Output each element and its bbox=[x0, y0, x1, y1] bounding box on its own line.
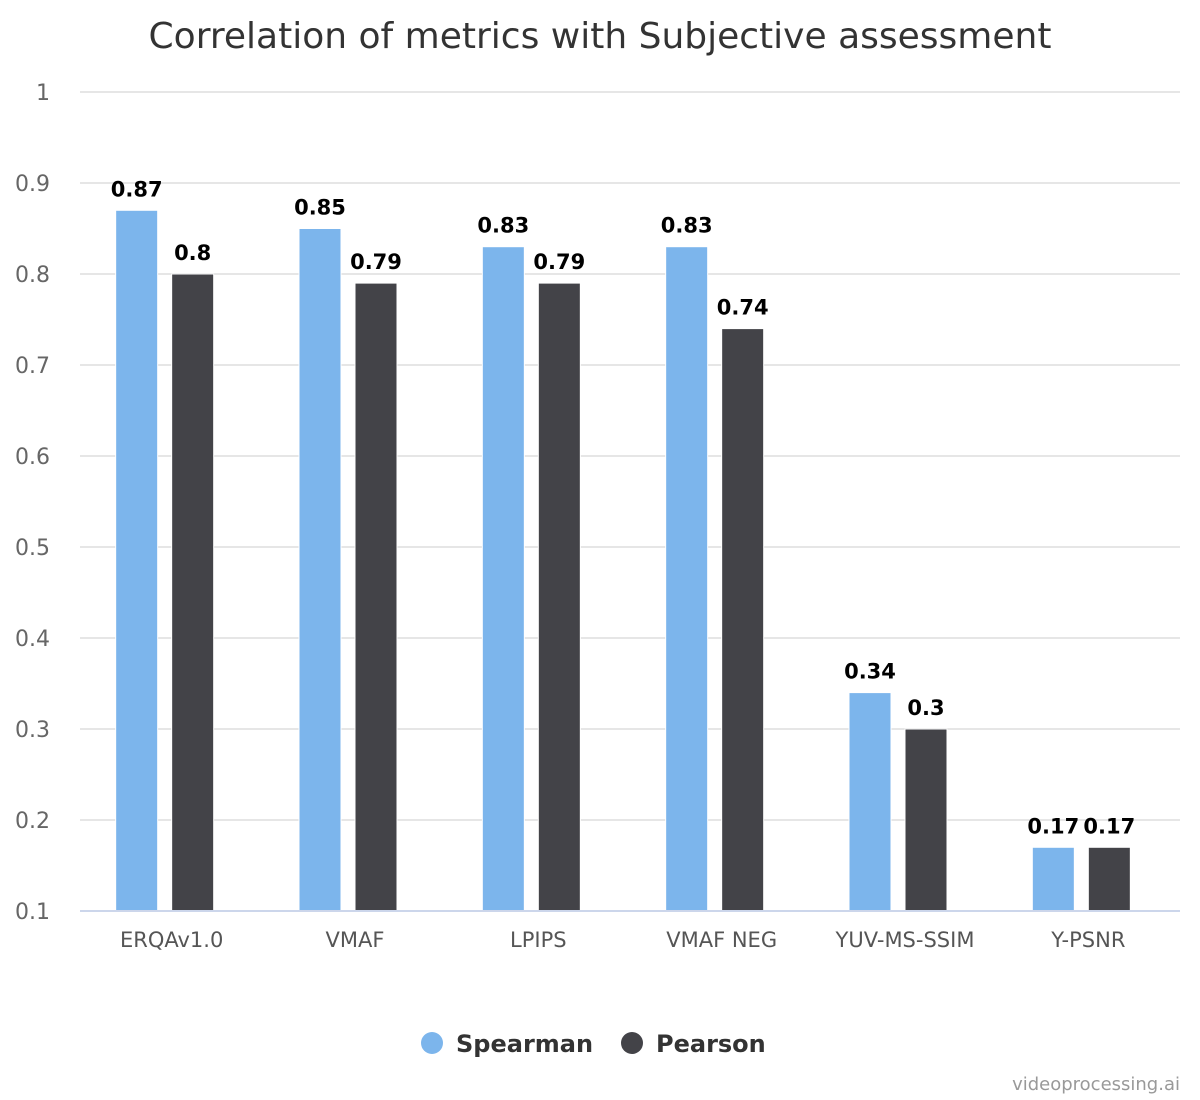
data-label-spearman-2: 0.83 bbox=[477, 214, 529, 238]
y-tick-label: 0.2 bbox=[15, 809, 50, 834]
y-tick-label: 1 bbox=[36, 81, 50, 106]
data-label-pearson-3: 0.74 bbox=[717, 296, 769, 320]
credits-link[interactable]: videoprocessing.ai bbox=[1012, 1074, 1180, 1095]
bar-pearson-4[interactable] bbox=[904, 728, 948, 912]
x-tick-label: LPIPS bbox=[510, 928, 567, 952]
data-label-pearson-1: 0.79 bbox=[350, 250, 402, 274]
bar-spearman-5[interactable] bbox=[1031, 846, 1075, 912]
y-tick-label: 0.9 bbox=[15, 172, 50, 197]
data-label-spearman-5: 0.17 bbox=[1027, 814, 1079, 838]
bar-spearman-2[interactable] bbox=[481, 246, 525, 912]
legend[interactable]: Spearman Pearson bbox=[421, 1030, 766, 1058]
data-label-pearson-5: 0.17 bbox=[1083, 814, 1135, 838]
bar-pearson-5[interactable] bbox=[1087, 846, 1131, 912]
data-label-spearman-0: 0.87 bbox=[111, 177, 163, 201]
bar-pearson-2[interactable] bbox=[537, 282, 581, 912]
y-tick-label: 0.5 bbox=[15, 536, 50, 561]
bar-pearson-1[interactable] bbox=[354, 282, 398, 912]
y-tick-label: 0.6 bbox=[15, 445, 50, 470]
chart-title: Correlation of metrics with Subjective a… bbox=[149, 16, 1052, 57]
grid-lines bbox=[80, 91, 1180, 821]
data-labels: 0.870.80.850.790.830.790.830.740.340.30.… bbox=[111, 177, 1135, 838]
legend-marker bbox=[621, 1032, 643, 1054]
y-tick-label: 0.7 bbox=[15, 354, 50, 379]
y-tick-label: 0.4 bbox=[15, 627, 50, 652]
legend-label: Pearson bbox=[656, 1030, 766, 1058]
x-tick-label: VMAF NEG bbox=[666, 928, 777, 952]
bar-spearman-1[interactable] bbox=[298, 228, 342, 912]
x-tick-label: Y-PSNR bbox=[1050, 928, 1125, 952]
data-label-pearson-0: 0.8 bbox=[174, 241, 211, 265]
bar-pearson-0[interactable] bbox=[171, 273, 215, 912]
data-label-spearman-1: 0.85 bbox=[294, 196, 346, 220]
y-tick-label: 0.1 bbox=[15, 900, 50, 925]
bar-spearman-3[interactable] bbox=[665, 246, 709, 912]
legend-marker bbox=[421, 1032, 443, 1054]
y-tick-label: 0.8 bbox=[15, 263, 50, 288]
data-label-pearson-4: 0.3 bbox=[907, 696, 944, 720]
bar-pearson-3[interactable] bbox=[721, 328, 765, 912]
bar-spearman-0[interactable] bbox=[115, 209, 159, 912]
data-label-spearman-4: 0.34 bbox=[844, 660, 896, 684]
bar-spearman-4[interactable] bbox=[848, 692, 892, 912]
y-tick-label: 0.3 bbox=[15, 718, 50, 743]
data-label-spearman-3: 0.83 bbox=[661, 214, 713, 238]
data-label-pearson-2: 0.79 bbox=[533, 250, 585, 274]
x-tick-label: VMAF bbox=[326, 928, 385, 952]
x-tick-label: ERQAv1.0 bbox=[120, 928, 223, 952]
legend-item-spearman[interactable]: Spearman bbox=[421, 1030, 593, 1058]
x-tick-label: YUV-MS-SSIM bbox=[835, 928, 975, 952]
axes: 0.1 0.2 0.3 0.4 0.5 0.6 0.7 0.8 0.9 1 ERQAv1.0 VMAF… bbox=[15, 81, 1180, 952]
bars bbox=[115, 209, 1131, 912]
legend-item-pearson[interactable]: Pearson bbox=[621, 1030, 766, 1058]
legend-label: Spearman bbox=[456, 1030, 593, 1058]
